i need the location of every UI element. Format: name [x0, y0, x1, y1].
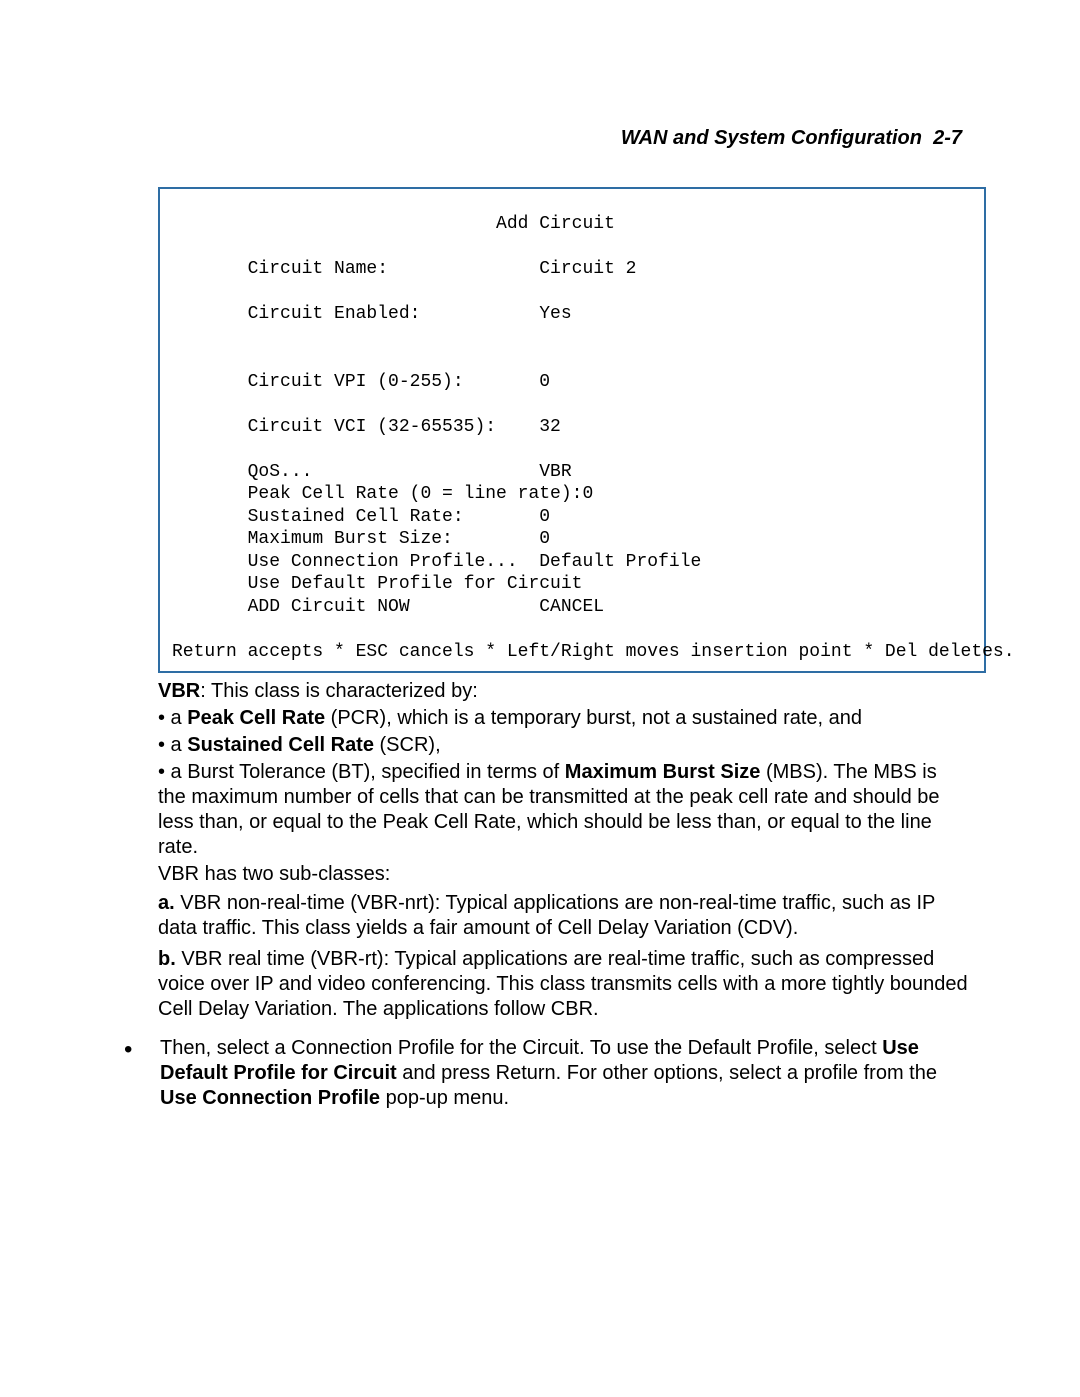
sub-b: b. VBR real time (VBR-rt): Typical appli… [158, 947, 970, 1022]
subclasses-lead: VBR has two sub-classes: [158, 862, 970, 887]
vbr-lead: VBR: This class is characterized by: [158, 679, 970, 704]
body-text: VBR: This class is characterized by: • a… [158, 679, 970, 1111]
terminal-screen: Add Circuit Circuit Name: Circuit 2 Circ… [158, 187, 986, 673]
vbr-label: VBR [158, 680, 200, 702]
bullet-pcr: • a Peak Cell Rate (PCR), which is a tem… [158, 706, 970, 731]
header-title: WAN and System Configuration [621, 127, 922, 149]
outer-bullet-item: • Then, select a Connection Profile for … [122, 1036, 970, 1111]
bullet-scr: • a Sustained Cell Rate (SCR), [158, 733, 970, 758]
bullet-mbs: • a Burst Tolerance (BT), specified in t… [158, 760, 970, 860]
outer-bullet-content: Then, select a Connection Profile for th… [160, 1036, 970, 1111]
bullet-marker: • [122, 1036, 160, 1111]
header-page: 2-7 [933, 127, 962, 149]
sub-a: a. VBR non-real-time (VBR-nrt): Typical … [158, 891, 970, 941]
page-header: WAN and System Configuration 2-7 [158, 126, 970, 151]
